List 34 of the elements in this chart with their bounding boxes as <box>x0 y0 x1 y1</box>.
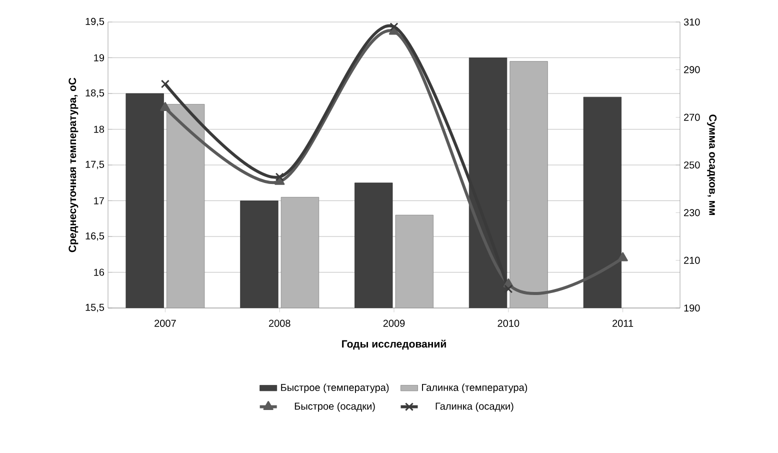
y2-tick-label: 190 <box>684 304 700 312</box>
y-tick-label: 19,5 <box>86 18 104 26</box>
point <box>504 284 513 294</box>
y-axis-title: Среднесуточная температура, оС <box>68 78 78 252</box>
y-tick-label: 17,5 <box>86 160 104 170</box>
y-tick-label: 16 <box>94 268 104 276</box>
y2-axis-title: Сумма осадков, мм <box>707 114 717 216</box>
x-tick-label: 2010 <box>498 320 520 327</box>
y2-tick-label: 250 <box>684 161 700 169</box>
point <box>160 80 170 88</box>
y2-tick-label: 210 <box>684 256 700 264</box>
point <box>390 22 398 32</box>
point <box>160 102 170 112</box>
x-tick-label: 2008 <box>268 320 290 327</box>
legend-label: Галинка (температура) <box>422 384 528 394</box>
y-tick-label: 17 <box>94 197 104 204</box>
y-tick-label: 15,5 <box>86 304 104 312</box>
y2-tick-label: 290 <box>684 66 700 74</box>
point <box>275 172 284 182</box>
x-tick-label: 2009 <box>383 320 405 327</box>
y2-tick-label: 230 <box>684 209 700 216</box>
x-tick-label: 2007 <box>154 320 176 327</box>
x-tick-label: 2011 <box>612 320 634 327</box>
y-tick-label: 19 <box>94 54 104 62</box>
legend-label: Галинка (осадки) <box>436 402 514 412</box>
legend-label: Быстрое (температура) <box>281 384 389 394</box>
y2-tick-label: 310 <box>684 18 700 26</box>
y-tick-label: 16,5 <box>86 232 104 241</box>
y2-tick-label: 270 <box>684 114 700 121</box>
y-tick-label: 18,5 <box>86 89 104 98</box>
x-axis-title: Годы исследований <box>342 340 446 350</box>
point <box>618 252 628 262</box>
legend-label: Быстрое (осадки) <box>294 402 375 412</box>
y-tick-label: 18 <box>94 126 104 133</box>
